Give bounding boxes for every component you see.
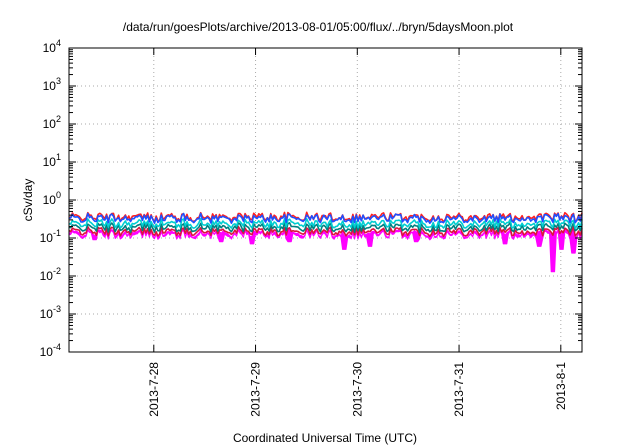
series-line bbox=[68, 212, 583, 224]
x-tick-label: 2013-7-28 bbox=[147, 362, 161, 417]
x-tick-label: 2013-7-29 bbox=[249, 362, 263, 417]
x-axis-label: Coordinated Universal Time (UTC) bbox=[233, 431, 417, 445]
y-tick-label: 102 bbox=[43, 114, 61, 131]
y-tick-label: 10-3 bbox=[40, 304, 61, 321]
series-line bbox=[68, 229, 583, 273]
x-tick-label: 2013-8-1 bbox=[554, 362, 568, 410]
series-line bbox=[68, 221, 583, 234]
x-axis: 2013-7-28 2013-7-29 2013-7-30 2013-7-31 2013… bbox=[147, 48, 568, 417]
series-group bbox=[68, 211, 583, 273]
grid bbox=[69, 48, 582, 352]
y-axis-label: cSv/day bbox=[21, 179, 35, 222]
chart-title: /data/run/goesPlots/archive/2013-08-01/0… bbox=[123, 20, 514, 34]
y-tick-label: 10-2 bbox=[40, 266, 61, 283]
y-tick-label: 103 bbox=[43, 76, 61, 93]
series-line bbox=[68, 225, 583, 237]
y-tick-label: 10-4 bbox=[40, 342, 61, 359]
y-tick-label: 10-1 bbox=[40, 228, 61, 245]
y-tick-label: 104 bbox=[43, 38, 61, 55]
series-line bbox=[68, 217, 583, 229]
y-tick-label: 101 bbox=[43, 152, 61, 169]
y-tick-label: 100 bbox=[43, 190, 61, 207]
x-tick-label: 2013-7-31 bbox=[452, 362, 466, 417]
y-axis: 10-4 10-3 10-2 10-1 100 101 102 103 104 bbox=[40, 38, 582, 359]
x-tick-label: 2013-7-30 bbox=[350, 362, 364, 417]
